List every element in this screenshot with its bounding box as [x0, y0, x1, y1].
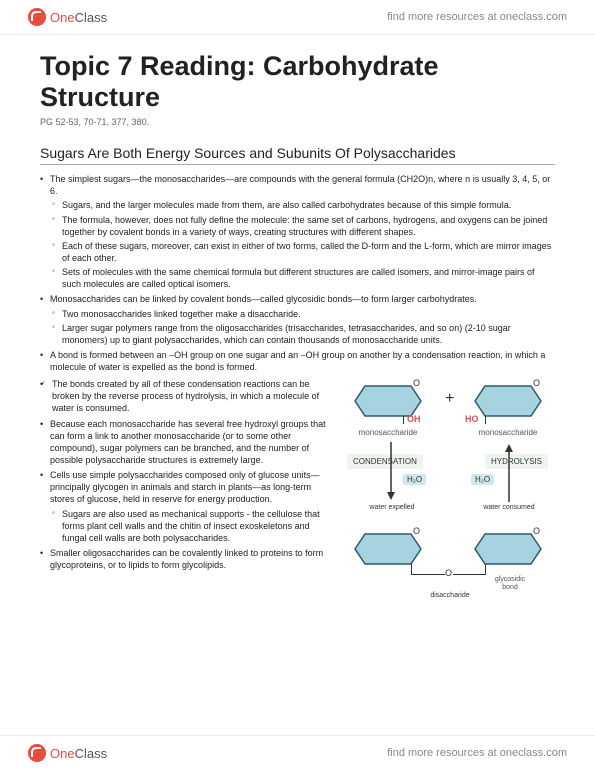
- content: Topic 7 Reading: Carbohydrate Structure …: [0, 35, 595, 606]
- plus-icon: +: [445, 390, 454, 408]
- logo-text: OneClass: [50, 746, 107, 761]
- hydrolysis-label: HYDROLYSIS: [485, 454, 548, 469]
- list-item: The bonds created by all of these conden…: [40, 378, 335, 414]
- header-link[interactable]: find more resources at oneclass.com: [387, 11, 567, 23]
- list-item: Smaller oligosaccharides can be covalent…: [40, 547, 335, 571]
- page-title: Topic 7 Reading: Carbohydrate Structure: [40, 51, 555, 113]
- o-label: O: [533, 526, 540, 536]
- logo-icon: [28, 744, 46, 762]
- logo-text: OneClass: [50, 10, 107, 25]
- bullet-list: The simplest sugars—the monosaccharides—…: [40, 173, 555, 373]
- mono-label: monosaccharide: [473, 428, 543, 437]
- logo-icon: [28, 8, 46, 26]
- list-item: Sugars, and the larger molecules made fr…: [50, 199, 555, 211]
- o-label: O: [533, 378, 540, 388]
- arrow-down-icon: [385, 442, 397, 504]
- section-heading: Sugars Are Both Energy Sources and Subun…: [40, 145, 555, 165]
- bond-line: [403, 416, 404, 424]
- list-item: Two monosaccharides linked together make…: [50, 308, 555, 320]
- o-label: O: [445, 568, 452, 578]
- logo: OneClass: [28, 8, 107, 26]
- list-item: Larger sugar polymers range from the oli…: [50, 322, 555, 346]
- list-item: The bonds created by all of these conden…: [40, 378, 335, 414]
- list-item: Each of these sugars, moreover, can exis…: [50, 240, 555, 264]
- list-item: Because each monosaccharide has several …: [40, 418, 335, 467]
- header: OneClass find more resources at oneclass…: [0, 0, 595, 35]
- list-item: Monosaccharides can be linked by covalen…: [40, 293, 555, 346]
- bond-line: [411, 574, 445, 575]
- list-item: A bond is formed between an –OH group on…: [40, 349, 555, 373]
- list-item: Sets of molecules with the same chemical…: [50, 266, 555, 290]
- list-item: Sugars are also used as mechanical suppo…: [50, 508, 335, 544]
- disaccharide-label: disaccharide: [415, 592, 485, 599]
- bond-line: [411, 564, 412, 574]
- mono-label: monosaccharide: [353, 428, 423, 437]
- glycosidic-label: glycosidicbond: [485, 576, 535, 591]
- footer-link[interactable]: find more resources at oneclass.com: [387, 747, 567, 759]
- reaction-diagram: O O + OH HO monosaccharide monosaccharid…: [345, 376, 555, 606]
- bond-line: [453, 574, 486, 575]
- page-refs: PG 52-53, 70-71, 377, 380.: [40, 117, 555, 127]
- bond-line: [485, 416, 486, 424]
- list-item: Cells use simple polysaccharides compose…: [40, 469, 335, 544]
- ho-label: HO: [465, 414, 479, 424]
- h2o-label: H₂O: [471, 474, 494, 485]
- list-item: The formula, however, does not fully def…: [50, 214, 555, 238]
- water-expelled-label: water expelled: [357, 504, 427, 511]
- logo: OneClass: [28, 744, 107, 762]
- footer: OneClass find more resources at oneclass…: [0, 735, 595, 770]
- water-consumed-label: water consumed: [473, 504, 545, 511]
- oh-label: OH: [407, 414, 421, 424]
- h2o-label: H₂O: [403, 474, 426, 485]
- o-label: O: [413, 526, 420, 536]
- arrow-up-icon: [503, 442, 515, 504]
- bond-line: [485, 564, 486, 574]
- list-item: The simplest sugars—the monosaccharides—…: [40, 173, 555, 290]
- bullet-list-2: The bonds created by all of these conden…: [40, 378, 335, 571]
- o-label: O: [413, 378, 420, 388]
